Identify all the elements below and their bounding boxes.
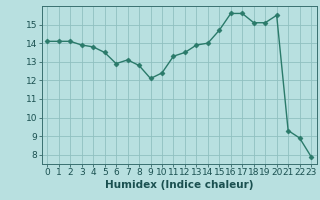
- X-axis label: Humidex (Indice chaleur): Humidex (Indice chaleur): [105, 180, 253, 190]
